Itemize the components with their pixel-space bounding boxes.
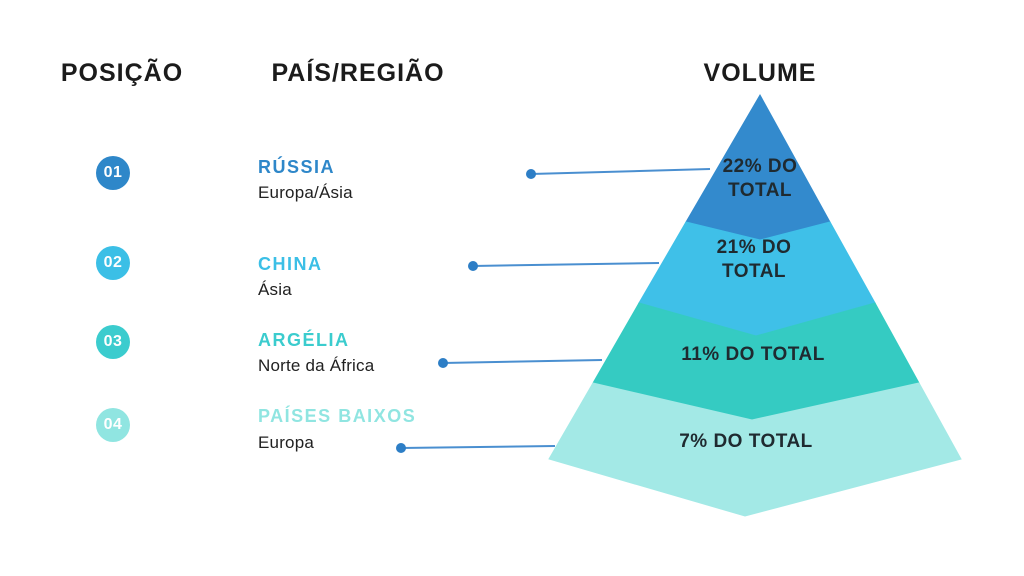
pyramid-layer-label-1-line-1: 22% DO bbox=[722, 156, 798, 177]
country-name-china: CHINA bbox=[258, 254, 323, 274]
pyramid-layers bbox=[548, 93, 962, 517]
pyramid-layer-label-4-line-1: 7% DO TOTAL bbox=[679, 431, 813, 452]
region-name-china: Ásia bbox=[258, 280, 292, 299]
pyramid-layer-4 bbox=[548, 382, 962, 517]
pyramid-layer-label-2-line-2: TOTAL bbox=[721, 261, 787, 282]
column-header-volume: VOLUME bbox=[703, 59, 817, 87]
column-header-pais-regiao: PAÍS/REGIÃO bbox=[271, 59, 445, 87]
connector-line-russia bbox=[530, 168, 711, 175]
country-name-paises-baixos: PAÍSES BAIXOS bbox=[258, 406, 417, 426]
connector-line-paises-baixos bbox=[400, 445, 556, 449]
region-name-argelia: Norte da África bbox=[258, 356, 375, 375]
rank-badge-04: 04 bbox=[96, 408, 130, 442]
pyramid-layer-label-2-line-1: 21% DO bbox=[716, 237, 792, 258]
connector-line-argelia bbox=[442, 359, 603, 364]
region-name-paises-baixos: Europa bbox=[258, 433, 315, 452]
pyramid-layer-label-3: 11% DO TOTAL bbox=[681, 343, 825, 367]
country-name-argelia: ARGÉLIA bbox=[258, 330, 350, 350]
column-header-posicao: POSIÇÃO bbox=[60, 59, 184, 87]
rank-badge-02: 02 bbox=[96, 246, 130, 280]
pyramid-layer-label-3-line-1: 11% DO TOTAL bbox=[681, 344, 825, 365]
connector-dot-china bbox=[468, 261, 478, 271]
pyramid-layer-label-4: 7% DO TOTAL bbox=[679, 430, 813, 454]
pyramid-layer-label-1-line-2: TOTAL bbox=[727, 180, 793, 201]
connector-line-china bbox=[472, 262, 660, 267]
country-name-russia: RÚSSIA bbox=[258, 157, 336, 177]
region-name-russia: Europa/Ásia bbox=[258, 183, 353, 202]
connector-dot-russia bbox=[526, 169, 536, 179]
rank-badge-01: 01 bbox=[96, 156, 130, 190]
pyramid-layer-label-2: 21% DO TOTAL bbox=[717, 236, 792, 284]
pyramid-layer-label-1: 22% DO TOTAL bbox=[723, 155, 798, 203]
connector-group bbox=[396, 168, 711, 453]
connector-dot-argelia bbox=[438, 358, 448, 368]
rank-badge-03: 03 bbox=[96, 325, 130, 359]
connector-dot-paises-baixos bbox=[396, 443, 406, 453]
